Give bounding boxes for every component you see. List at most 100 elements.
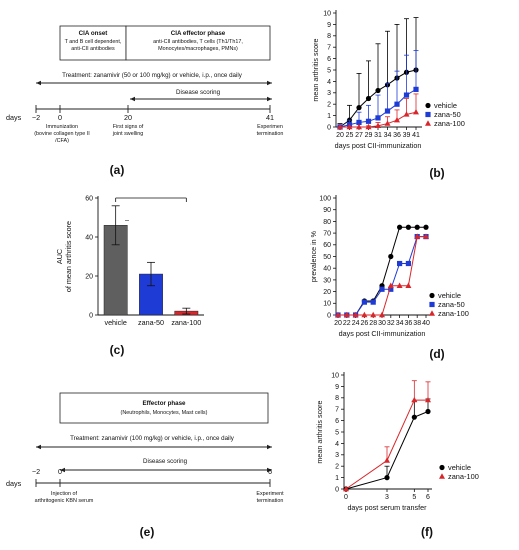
cia-onset-box	[59, 25, 127, 61]
category-label-vehicle: vehicle	[104, 318, 126, 327]
legend-marker-zana-100	[429, 310, 435, 316]
data-point-vehicle	[397, 224, 403, 230]
y-axis-label-c-1: AUC	[55, 249, 64, 264]
x-tick-label: 20	[336, 132, 344, 139]
significance-label-c: –	[125, 215, 129, 224]
y-tick-label: 3	[335, 452, 339, 459]
y-tick-label: 5	[327, 67, 331, 74]
y-tick-label: 2	[327, 102, 331, 109]
y-tick-label: 1	[335, 475, 339, 482]
data-point-zana-50	[361, 299, 367, 305]
panel-e-schematic: Effector phase (Neutrophils, Monocytes, …	[6, 392, 284, 539]
data-point-vehicle	[423, 224, 429, 230]
ann-first-signs-1: First signs of	[113, 124, 144, 130]
y-tick-label: 7	[335, 407, 339, 414]
y-tick-label: 1	[327, 113, 331, 120]
y-tick-label: 4	[335, 441, 339, 448]
ann-immunization-3: /CFA)	[55, 138, 69, 144]
y-tick-label: 90	[323, 207, 331, 214]
legend-marker-zana-50	[429, 301, 435, 308]
legend-marker-zana-50	[425, 111, 431, 118]
data-point-zana-100	[384, 457, 390, 463]
treatment-text-e: Treatment: zanamivir (100 mg/kg) or vehi…	[70, 435, 235, 442]
effector-phase-line: (Neutrophils, Monocytes, Mast cells)	[121, 410, 208, 416]
legend-marker-vehicle	[439, 464, 445, 471]
data-point-vehicle	[365, 95, 372, 102]
y-tick-label: 40	[323, 266, 331, 273]
ann-termination-e-1: Experiment	[256, 491, 284, 497]
data-point-zana-100	[335, 311, 341, 318]
x-tick-label: 3	[385, 494, 389, 501]
data-point-zana-50	[365, 118, 372, 124]
day-tick-e-6: 6	[268, 467, 272, 476]
ann-termination-e-2: termination	[257, 498, 284, 504]
data-point-zana-100	[384, 120, 391, 126]
cia-onset-title: CIA onset	[79, 30, 108, 37]
chart-c: 0 20 40 60 vehicle zana-50 zana-100 AUC of mean …	[55, 195, 204, 327]
y-tick-label: 20	[323, 289, 331, 296]
data-point-zana-100	[405, 282, 412, 288]
series-zana-100	[337, 93, 419, 130]
y-tick-label: 6	[335, 418, 339, 425]
y-tick-label: 30	[323, 277, 331, 284]
x-tick-label: 5	[412, 494, 416, 501]
legend-label-zana-50: zana-50	[438, 300, 465, 309]
y-tick-label: 40	[85, 234, 93, 241]
cia-effector-line-1: anti-CII antibodies, T cells (Th1/Th17,	[153, 39, 243, 45]
series-line-zana-100	[338, 236, 426, 316]
x-tick-label: 34	[384, 132, 392, 139]
series-zana-100	[343, 380, 431, 492]
y-tick-label: 0	[327, 312, 331, 319]
data-point-zana-100	[370, 311, 377, 318]
data-point-vehicle	[405, 224, 411, 230]
cia-effector-line-2: Monocytes/macrophages, PMNs)	[158, 46, 238, 52]
x-tick-label: 22	[343, 320, 351, 327]
data-point-zana-50	[375, 115, 381, 121]
category-label-zana-100: zana-100	[171, 318, 201, 327]
data-point-zana-100	[346, 123, 353, 130]
x-tick-label: 36	[405, 320, 413, 327]
legend-marker-zana-100	[439, 473, 445, 479]
data-point-zana-100	[356, 123, 362, 130]
legend-label-vehicle: vehicle	[438, 291, 461, 300]
series-line-zana-100	[345, 399, 428, 490]
y-tick-label: 100	[319, 195, 331, 202]
legend-label-zana-100: zana-100	[438, 309, 469, 318]
series-line-vehicle	[345, 411, 429, 490]
ann-immunization-2: (bovine collagen type II	[34, 131, 89, 137]
data-point-zana-50	[413, 86, 419, 92]
y-tick-label: 9	[335, 384, 339, 391]
legend-marker-vehicle	[425, 102, 431, 109]
data-point-zana-100	[379, 311, 385, 318]
series-zana-50	[335, 234, 429, 318]
x-axis-label-b: days post CII-immunization	[335, 141, 422, 150]
panel-label-d: (d)	[429, 347, 444, 361]
data-point-zana-100	[352, 311, 359, 318]
y-axis-label-c-2: of mean arthritis score	[64, 221, 73, 292]
panel-label-a: (a)	[110, 163, 125, 177]
data-point-vehicle	[411, 414, 417, 420]
y-tick-label: 7	[327, 45, 331, 52]
y-tick-label: 60	[323, 242, 331, 249]
data-point-zana-50	[370, 299, 376, 305]
x-tick-label: 27	[355, 132, 363, 139]
data-point-vehicle	[388, 253, 394, 260]
x-tick-label: 31	[374, 132, 382, 139]
cia-effector-title: CIA effector phase	[171, 30, 226, 37]
y-tick-label: 0	[327, 124, 331, 131]
data-point-zana-100	[387, 282, 394, 288]
y-tick-label: 80	[323, 219, 331, 226]
data-point-zana-100	[375, 122, 381, 129]
day-tick-a-20: 20	[124, 113, 132, 122]
data-point-vehicle	[384, 475, 390, 481]
y-tick-label: 50	[323, 254, 331, 261]
ann-termination-a-1: Experimen	[257, 124, 283, 130]
y-tick-label: 8	[335, 395, 339, 402]
x-axis-label-f: days post serum transfer	[347, 503, 427, 512]
data-point-zana-100	[337, 123, 343, 130]
disease-scoring-text-e: Disease scoring	[143, 458, 188, 465]
data-point-zana-50	[403, 92, 410, 98]
panel-label-c: (c)	[110, 343, 125, 357]
y-tick-label: 2	[335, 464, 339, 471]
